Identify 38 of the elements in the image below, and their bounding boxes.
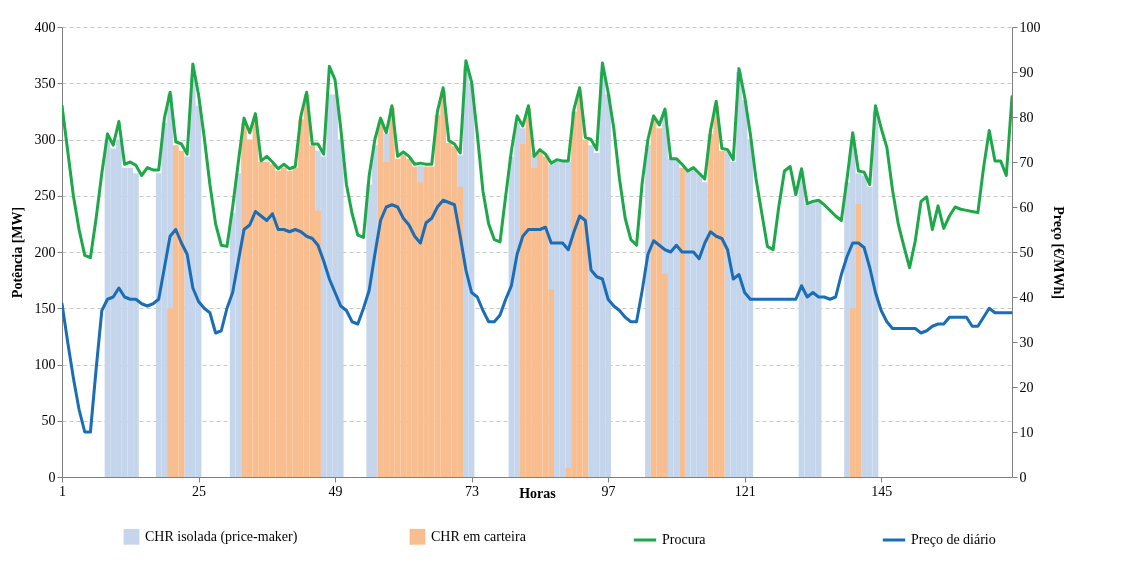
x-tick-label: 97 (601, 483, 616, 499)
line-series (62, 59, 1012, 270)
y2-tick-label: 50 (1019, 244, 1034, 260)
y2-tick-label: 40 (1019, 289, 1034, 305)
y2-tick-label: 80 (1019, 109, 1034, 125)
y2-tick-label: 10 (1019, 424, 1034, 440)
x-tick-label: 73 (465, 483, 480, 499)
y-tick-label: 0 (48, 469, 56, 485)
legend-label: CHR em carteira (431, 528, 527, 544)
y2-tick-label: 100 (1019, 19, 1041, 35)
x-tick-label: 121 (734, 483, 756, 499)
bar (645, 145, 651, 477)
y2-tick-label: 0 (1019, 469, 1027, 485)
x-axis-title: Horas (519, 485, 557, 501)
x-tick-label: 145 (871, 483, 893, 499)
bar (679, 167, 685, 477)
x-tick-label: 49 (328, 483, 343, 499)
y2-axis-title: Preço [€/MWh] (1050, 206, 1066, 299)
y-tick-label: 200 (34, 244, 56, 260)
y-tick-label: 400 (34, 19, 56, 35)
y-tick-label: 150 (34, 300, 56, 316)
x-tick-label: 1 (59, 483, 66, 499)
y-tick-label: 250 (34, 188, 56, 204)
y2-tick-label: 20 (1019, 379, 1034, 395)
y2-tick-label: 30 (1019, 334, 1034, 350)
y-tick-label: 100 (34, 357, 56, 372)
legend-label: Procura (662, 532, 707, 547)
y2-tick-label: 70 (1019, 154, 1034, 170)
y-tick-label: 300 (34, 132, 56, 147)
y-axis-title: Potência [MW] (9, 206, 25, 299)
legend-label: CHR isolada (price-maker) (145, 528, 298, 545)
legend-label: Preço de diário (911, 532, 996, 547)
y2-tick-label: 60 (1019, 199, 1034, 215)
line-series (62, 198, 1012, 434)
y2-tick-label: 90 (1019, 64, 1034, 80)
x-tick-label: 25 (192, 483, 207, 499)
y-tick-label: 50 (41, 413, 56, 429)
y-tick-label: 350 (34, 75, 56, 91)
